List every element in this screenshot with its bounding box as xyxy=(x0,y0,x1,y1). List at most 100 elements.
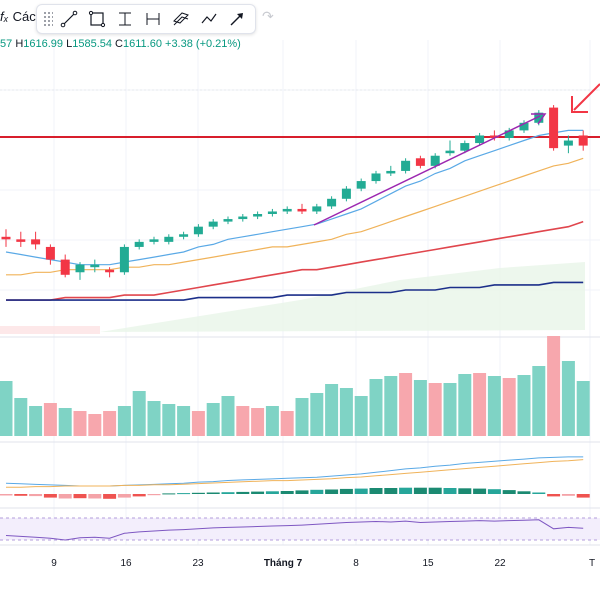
open-value: 57 xyxy=(0,38,13,50)
x-tick-label: 16 xyxy=(120,558,132,569)
macd-hist-bar xyxy=(265,491,279,494)
volume-bar xyxy=(487,376,501,436)
volume-bar xyxy=(88,414,102,436)
x-tick-label: Tháng 7 xyxy=(264,558,303,569)
candle-body xyxy=(238,216,248,220)
macd-hist-bar xyxy=(191,492,205,494)
candle-body xyxy=(445,150,455,154)
rsi-line xyxy=(5,519,584,541)
volume-bar xyxy=(325,384,339,436)
macd-hist-bar xyxy=(29,494,43,497)
change-value: +3.38 (+0.21%) xyxy=(165,38,241,50)
macd-hist-bar xyxy=(458,488,472,494)
volume-bar xyxy=(384,376,398,436)
candle xyxy=(341,186,351,202)
redo-icon[interactable]: ↷ xyxy=(262,8,274,24)
macd-hist-bar xyxy=(43,494,57,498)
volume-bar xyxy=(132,391,146,436)
candle-body xyxy=(430,155,440,166)
candle xyxy=(1,229,11,247)
indicator-header[interactable]: fₓ Các xyxy=(0,4,36,28)
parallel-channel-icon[interactable] xyxy=(167,5,195,33)
volume-bar xyxy=(473,373,487,436)
horizontal-range-icon[interactable] xyxy=(139,5,167,33)
candle-body xyxy=(549,107,559,149)
candle-body xyxy=(327,198,337,207)
indicator-label[interactable]: Các xyxy=(12,8,36,24)
drawing-toolbar[interactable] xyxy=(36,4,256,34)
volume-bar xyxy=(14,398,28,436)
macd-hist-bar xyxy=(295,490,309,494)
candle xyxy=(563,135,573,154)
candle xyxy=(327,196,337,209)
candle-body xyxy=(386,170,396,174)
ma_fast-line xyxy=(5,129,584,266)
volume-bar xyxy=(399,373,413,436)
candle xyxy=(267,208,277,217)
candle-body xyxy=(563,140,573,146)
macd-hist-bar xyxy=(354,488,368,494)
candle xyxy=(519,120,529,133)
arrow-icon[interactable] xyxy=(223,5,251,33)
candle xyxy=(386,165,396,176)
volume-bar xyxy=(428,383,442,436)
candle xyxy=(31,231,41,250)
trend-line-icon[interactable] xyxy=(55,5,83,33)
candle-body xyxy=(149,239,159,242)
candle xyxy=(415,155,425,169)
candle-body xyxy=(45,246,55,260)
candle-body xyxy=(341,188,351,199)
macd-hist-bar xyxy=(132,494,146,497)
macd-hist-bar xyxy=(147,494,161,496)
macd-hist-bar xyxy=(473,488,487,494)
candle xyxy=(401,158,411,174)
trend-arrow-purple[interactable] xyxy=(313,115,541,226)
cloud-band xyxy=(100,262,585,332)
volume-bar xyxy=(29,406,43,436)
annotations[interactable] xyxy=(313,83,600,226)
macd-hist-bar xyxy=(547,494,561,497)
candlesticks xyxy=(1,105,588,280)
candle-body xyxy=(519,122,529,131)
volume-bar xyxy=(73,411,87,436)
candle-body xyxy=(371,173,381,182)
candle-body xyxy=(267,211,277,214)
drag-handle-icon[interactable] xyxy=(43,11,53,27)
volume-bar xyxy=(547,336,561,436)
candle-body xyxy=(401,160,411,171)
rectangle-icon[interactable] xyxy=(83,5,111,33)
candle xyxy=(193,224,203,237)
volume-bar xyxy=(103,411,117,436)
macd-hist-bar xyxy=(532,492,546,494)
candle-body xyxy=(504,130,514,138)
candle-body xyxy=(312,206,322,212)
moving-averages xyxy=(5,129,584,301)
candle xyxy=(60,254,70,278)
macd-hist-bar xyxy=(236,491,250,494)
signal-line xyxy=(6,459,584,488)
macd-hist-bar xyxy=(206,492,220,494)
candle-body xyxy=(193,226,203,235)
candle xyxy=(445,140,455,156)
candle-body xyxy=(31,239,41,245)
candle-body xyxy=(475,135,485,144)
volume-bar xyxy=(236,406,250,436)
candle xyxy=(356,178,366,192)
macd-hist-bar xyxy=(413,487,427,494)
volume-bar xyxy=(162,404,176,436)
volume-bar xyxy=(280,411,294,436)
reversal-arrow-red[interactable] xyxy=(573,83,600,111)
volume-bar xyxy=(310,393,324,436)
macd-hist-bar xyxy=(103,494,117,499)
function-icon[interactable]: fₓ xyxy=(0,8,9,24)
path-icon[interactable] xyxy=(195,5,223,33)
candle xyxy=(578,130,588,151)
macd-hist-bar xyxy=(14,494,28,496)
grid-lines xyxy=(0,40,600,545)
volume-bar xyxy=(458,374,472,436)
volume-bar xyxy=(265,406,279,436)
vertical-range-icon[interactable] xyxy=(111,5,139,33)
high-value: 1616.99 xyxy=(23,38,64,50)
candle xyxy=(489,130,499,141)
